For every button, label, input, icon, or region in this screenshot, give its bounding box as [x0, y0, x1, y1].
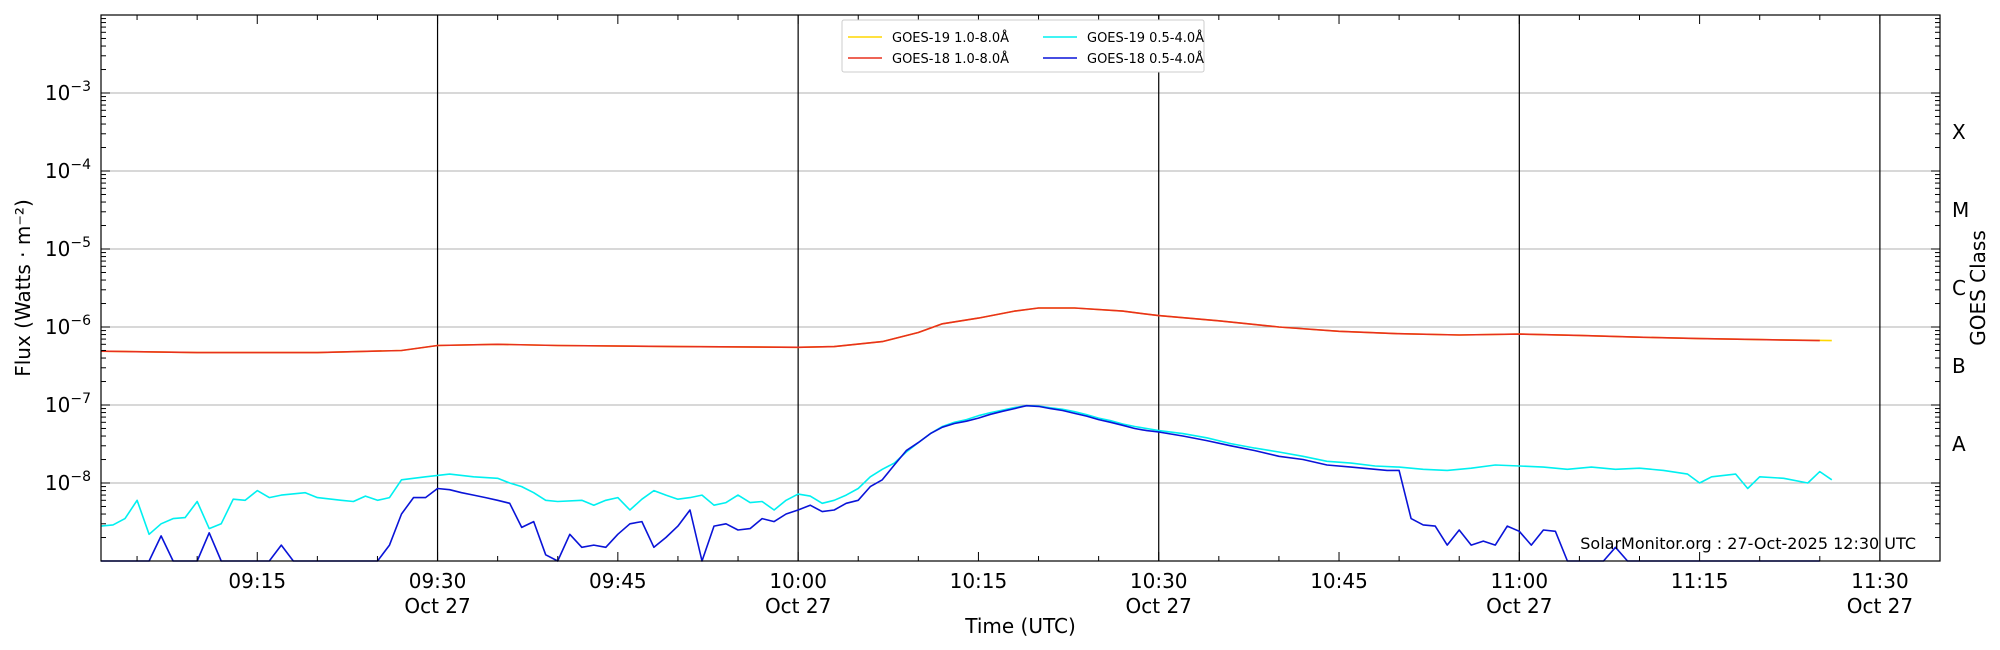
goes-class-label: M [1952, 198, 1969, 222]
goes-class-labels: A B C M X [1952, 120, 1969, 456]
x-tick-date-label: Oct 27 [404, 594, 470, 618]
series-line-3 [100, 404, 1833, 536]
x-tick-date-label: Oct 27 [1847, 594, 1913, 618]
legend-label: GOES-18 0.5-4.0Å [1087, 51, 1204, 67]
x-tick-label: 10:30 [1130, 569, 1188, 593]
legend-label: GOES-19 1.0-8.0Å [892, 30, 1009, 46]
y-tick-label: 10−5 [45, 235, 91, 261]
x-tick-label: 10:45 [1310, 569, 1368, 593]
goes-class-axis-title: GOES Class [1966, 230, 1990, 346]
x-tick-date-label: Oct 27 [1486, 594, 1552, 618]
goes-class-label: A [1952, 432, 1966, 456]
series-line-2 [100, 307, 1820, 354]
goes-class-label: X [1952, 120, 1966, 144]
y-tick-labels: 10−8 10−7 10−6 10−5 10−4 10−3 [45, 79, 91, 495]
y-axis-title: Flux (Watts · m⁻²) [11, 199, 35, 377]
y-tick-label: 10−6 [45, 313, 91, 339]
x-axis-title: Time (UTC) [964, 614, 1076, 638]
grid-lines [101, 92, 1940, 484]
x-tick-label: 10:00 [769, 569, 827, 593]
x-tick-date-label: Oct 27 [1126, 594, 1192, 618]
series-line-4 [101, 404, 1820, 562]
goes-class-label: C [1952, 276, 1966, 300]
x-tick-label: 09:15 [228, 569, 286, 593]
x-tick-label: 10:15 [950, 569, 1008, 593]
plot-frame [100, 14, 1941, 562]
axis-ticks [101, 14, 1941, 562]
legend-box [841, 19, 1205, 73]
watermark-text: SolarMonitor.org : 27-Oct-2025 12:30 UTC [1580, 534, 1916, 553]
legend-label: GOES-18 1.0-8.0Å [892, 51, 1009, 67]
y-tick-label: 10−7 [45, 391, 91, 417]
y-tick-label: 10−4 [45, 157, 91, 183]
y-tick-label: 10−8 [45, 469, 91, 495]
x-tick-label: 09:45 [589, 569, 647, 593]
x-tick-label: 11:15 [1671, 569, 1729, 593]
x-tick-date-label: Oct 27 [765, 594, 831, 618]
legend-label: GOES-19 0.5-4.0Å [1087, 30, 1204, 46]
x-tick-label: 09:30 [409, 569, 467, 593]
x-tick-label: 11:00 [1490, 569, 1548, 593]
legend: GOES-19 1.0-8.0Å GOES-18 1.0-8.0Å GOES-19 … [841, 19, 1205, 73]
goes-class-label: B [1952, 354, 1966, 378]
y-tick-label: 10−3 [45, 79, 91, 105]
x-tick-label: 11:30 [1851, 569, 1909, 593]
vertical-time-markers [436, 15, 1881, 561]
series-lines [100, 307, 1833, 562]
